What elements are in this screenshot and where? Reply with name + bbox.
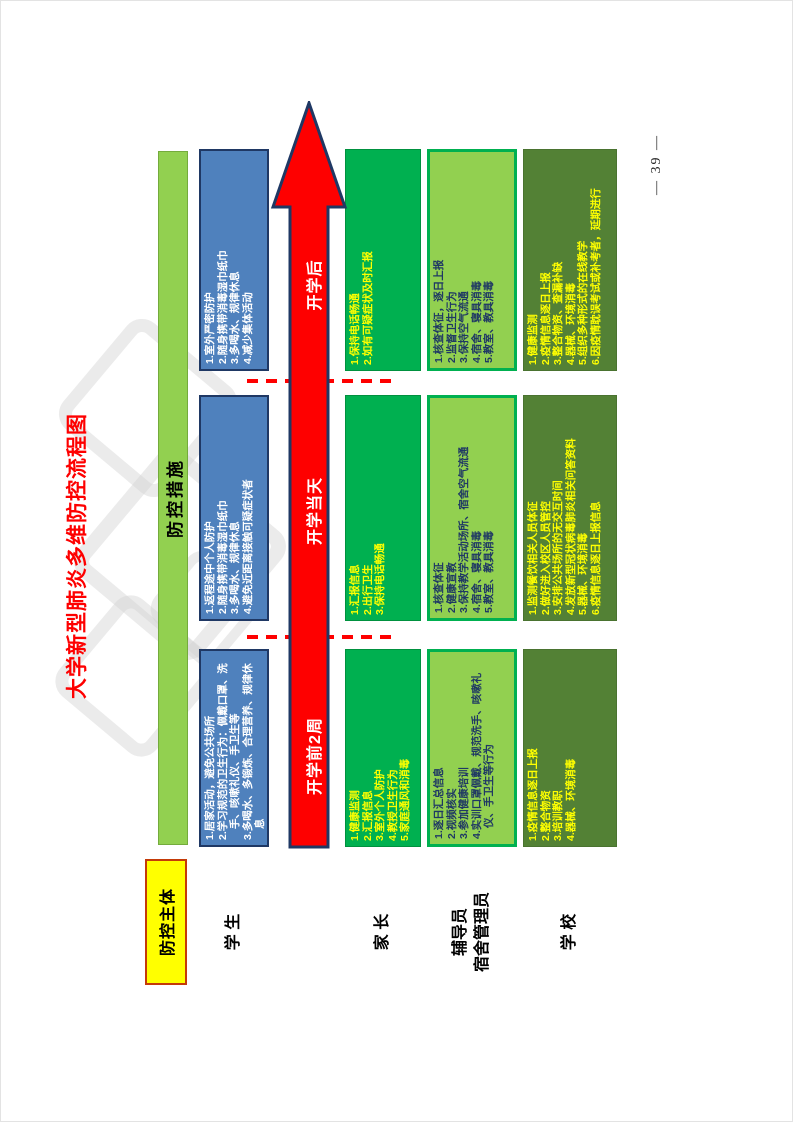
cell-counselor-before2weeks: 1.逐日汇总信息 2.视频核实 3.参加健康培训 4.实训口罩佩戴、规范洗手、咳嗽礼仪… bbox=[427, 649, 517, 847]
row-label-school: 学 校 bbox=[561, 913, 579, 951]
phase-label-after-start: 开学后 bbox=[307, 259, 324, 311]
cell-parent-firstday: 1.汇报信息 2.出行卫生 3.保持电话畅通 bbox=[345, 395, 421, 621]
row-label-student: 学 生 bbox=[225, 913, 243, 951]
chart-title: 大学新型肺炎多维防控流程图 bbox=[66, 413, 89, 699]
row-label-parent: 家 长 bbox=[374, 913, 392, 951]
cell-counselor-firstday: 1.核查体征 2.健康宣教 3.保持教学活动场所、宿舍空气流通 4.宿舍、寝具消毒 5.… bbox=[427, 395, 517, 621]
cell-student-after: 1.室外严密防护 2.随身携带消毒湿巾纸巾 3.多喝水、规律休息 4.减少集体活动 bbox=[199, 149, 269, 371]
phase-label-before-2-weeks: 开学前2周 bbox=[307, 717, 324, 795]
timeline-arrow bbox=[270, 101, 348, 849]
phase-label-first-day: 开学当天 bbox=[307, 476, 324, 546]
cell-school-after: 1.健康监测 2.疫情信息逐日上报 3.整合物资、查漏补缺 4.器械、环境消毒 5.组织… bbox=[523, 149, 617, 371]
cell-parent-before2weeks: 1.健康监测 2.汇报信息 3.室外个人防护 4.教授卫生行为 5.家庭通风和消毒 bbox=[345, 649, 421, 847]
cell-student-firstday: 1.返程途中个人防护 2.随身携带消毒湿巾纸巾 3.多喝水、规律休息 4.避免近距离接… bbox=[199, 395, 269, 621]
cell-student-before2weeks: 1.居家活动，避免公共场所 2.学习规范的卫生行为：佩戴口罩、洗手、咳嗽礼仪、手卫… bbox=[199, 649, 269, 847]
row-label-counselor-dorm-manager: 辅导员 宿舍管理员 bbox=[452, 892, 491, 973]
subject-header-box: 防控主体 bbox=[145, 859, 187, 985]
cell-school-firstday: 1.监测餐饮相关人员体征 2.做好进入校区人员管控 3.安排公共场所的无交互时间 4.… bbox=[523, 395, 617, 621]
cell-school-before2weeks: 1.疫情信息逐日上报 2.整合物资 3.培训教职 4.器械、环境消毒 bbox=[523, 649, 617, 847]
flowchart-canvas: 大学新型肺炎多维防控流程图 防控主体 防控措施 开学前2周 开学当天 开学后 学… bbox=[61, 101, 621, 1011]
page-number: — 39 — bbox=[649, 134, 664, 195]
measures-header-bar: 防控措施 bbox=[158, 151, 188, 845]
cell-parent-after: 1.保持电话畅通 2.如有可疑症状及时汇报 bbox=[345, 149, 421, 371]
cell-counselor-after: 1.核查体征，逐日上报 2.监督卫生行为 3.保持空气流通 4.宿舍、寝具消毒 5.教室… bbox=[427, 149, 517, 371]
